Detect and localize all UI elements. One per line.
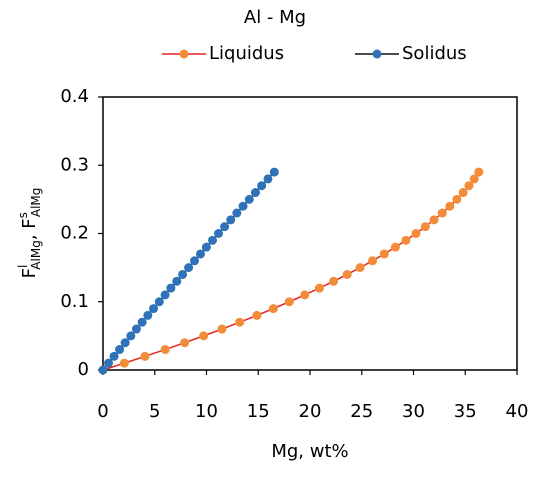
x-axis-label: Mg, wt% — [271, 441, 348, 462]
legend-label: Liquidus — [209, 43, 284, 64]
legend-label: Solidus — [402, 43, 467, 64]
marker — [268, 304, 278, 314]
marker — [154, 297, 164, 307]
marker — [160, 345, 170, 355]
y-axis-label: FlAlMg, FsAlMg — [16, 188, 43, 279]
x-tick-label: 35 — [454, 401, 477, 422]
x-tick-label: 25 — [350, 401, 373, 422]
marker — [250, 188, 260, 198]
y-tick-label: 0.3 — [60, 154, 89, 175]
marker — [178, 269, 188, 279]
y-label-part: s — [16, 212, 30, 218]
y-label-part: F — [19, 268, 40, 278]
marker — [458, 188, 468, 198]
y-tick-label: 0.1 — [60, 291, 89, 312]
marker — [368, 256, 378, 266]
marker — [390, 242, 400, 252]
marker — [143, 310, 153, 320]
marker — [429, 215, 439, 225]
y-label-part: l — [16, 265, 30, 268]
marker — [220, 222, 230, 232]
marker — [269, 167, 279, 177]
marker — [120, 338, 130, 348]
marker — [160, 290, 170, 300]
marker — [131, 324, 141, 334]
marker — [355, 263, 365, 273]
marker — [226, 215, 236, 225]
marker — [98, 365, 108, 375]
marker — [232, 208, 242, 218]
marker — [464, 181, 474, 191]
x-tick-label: 40 — [506, 401, 529, 422]
marker — [195, 249, 205, 259]
marker — [379, 249, 389, 259]
marker — [257, 181, 267, 191]
chart-title: Al - Mg — [244, 7, 306, 28]
y-tick-label: 0.2 — [60, 223, 89, 244]
marker — [235, 317, 245, 327]
marker — [420, 222, 430, 232]
marker — [401, 235, 411, 245]
marker — [469, 174, 479, 184]
marker — [208, 235, 218, 245]
marker — [140, 351, 150, 361]
marker — [109, 351, 119, 361]
marker — [411, 229, 421, 238]
marker — [284, 297, 294, 307]
marker — [184, 263, 194, 273]
y-tick-label: 0 — [78, 359, 89, 380]
marker — [252, 310, 262, 320]
marker — [115, 345, 125, 355]
marker — [474, 167, 484, 177]
marker — [300, 290, 310, 300]
marker — [166, 283, 176, 293]
legend-marker — [179, 49, 189, 59]
y-label-part: AlMg — [29, 240, 43, 270]
x-tick-label: 15 — [247, 401, 270, 422]
plot-frame — [102, 96, 518, 371]
marker — [445, 201, 455, 211]
x-tick-label: 5 — [149, 401, 160, 422]
marker — [201, 242, 211, 252]
y-tick-label: 0.4 — [60, 86, 89, 107]
marker — [149, 304, 159, 314]
marker — [329, 276, 339, 286]
marker — [217, 324, 227, 334]
marker — [437, 208, 447, 218]
marker — [180, 338, 190, 348]
marker — [342, 269, 352, 279]
x-tick-label: 0 — [97, 401, 108, 422]
x-tick-label: 20 — [299, 401, 322, 422]
marker — [137, 317, 147, 327]
marker — [199, 331, 209, 341]
x-tick-label: 10 — [195, 401, 218, 422]
x-tick-label: 30 — [402, 401, 425, 422]
legend-marker — [372, 49, 382, 59]
marker — [214, 229, 224, 238]
marker — [103, 358, 113, 368]
y-label-part: AlMg — [29, 188, 43, 218]
marker — [244, 194, 254, 204]
marker — [263, 174, 273, 184]
marker — [452, 194, 462, 204]
marker — [126, 331, 136, 341]
marker — [238, 201, 248, 211]
y-label-part: , F — [19, 218, 40, 240]
marker — [172, 276, 182, 286]
series-line — [102, 171, 480, 371]
marker — [314, 283, 324, 293]
marker — [189, 256, 199, 266]
marker — [119, 358, 129, 368]
